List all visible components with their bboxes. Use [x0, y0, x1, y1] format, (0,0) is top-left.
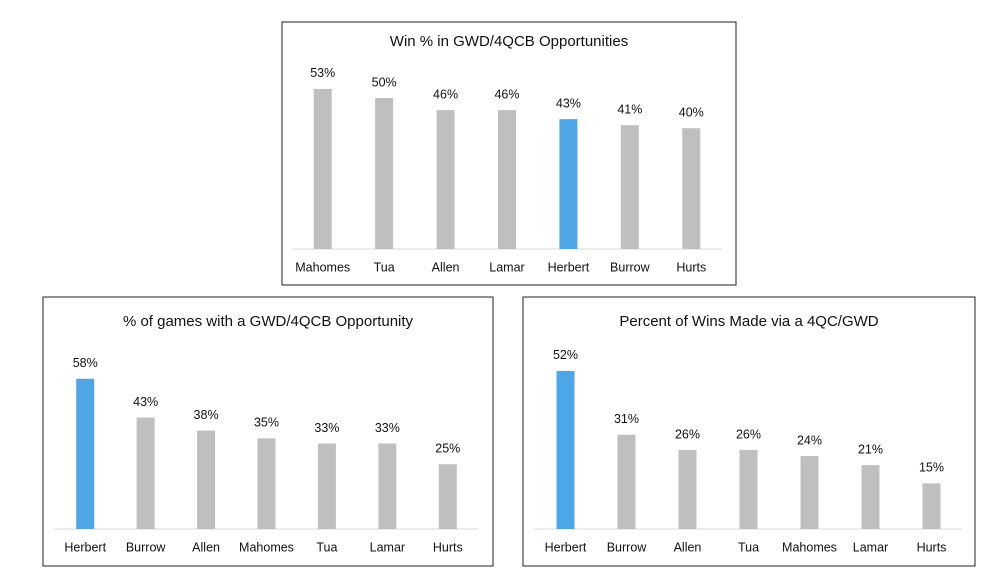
bar	[556, 370, 575, 529]
bar	[197, 430, 216, 529]
value-label: 26%	[736, 427, 761, 441]
bar	[617, 434, 636, 529]
value-label: 33%	[375, 421, 400, 435]
bar	[682, 128, 701, 249]
x-tick-label: Lamar	[853, 540, 888, 554]
x-tick-label: Lamar	[370, 540, 405, 554]
chart-title: % of games with a GWD/4QCB Opportunity	[123, 313, 414, 330]
value-label: 43%	[556, 96, 581, 110]
bar	[559, 119, 578, 249]
value-label: 50%	[372, 75, 397, 89]
bar	[922, 483, 941, 529]
chart-title: Win % in GWD/4QCB Opportunities	[390, 33, 628, 50]
bar	[678, 449, 697, 529]
bar	[620, 125, 639, 249]
value-label: 53%	[310, 66, 335, 80]
x-tick-label: Hurts	[433, 540, 463, 554]
x-tick-label: Allen	[432, 260, 460, 274]
value-label: 21%	[858, 442, 883, 456]
value-label: 35%	[254, 416, 279, 430]
bar	[436, 110, 455, 249]
value-label: 38%	[194, 408, 219, 422]
x-tick-label: Herbert	[548, 260, 590, 274]
x-tick-label: Allen	[192, 540, 220, 554]
x-tick-label: Hurts	[676, 260, 706, 274]
x-tick-label: Mahomes	[295, 260, 350, 274]
value-label: 40%	[679, 105, 704, 119]
value-label: 46%	[433, 87, 458, 101]
bar	[498, 110, 516, 249]
chart-title: Percent of Wins Made via a 4QC/GWD	[619, 313, 878, 330]
value-label: 25%	[435, 442, 460, 456]
x-tick-label: Tua	[738, 540, 759, 554]
x-tick-label: Burrow	[126, 540, 167, 554]
x-tick-label: Tua	[316, 540, 337, 554]
bar	[800, 456, 819, 529]
value-label: 33%	[314, 421, 339, 435]
bar	[136, 417, 155, 529]
x-tick-label: Burrow	[607, 540, 648, 554]
x-tick-label: Herbert	[545, 540, 587, 554]
bar	[313, 88, 332, 249]
bar	[861, 465, 880, 529]
value-label: 41%	[617, 102, 642, 116]
value-label: 43%	[133, 395, 158, 409]
value-label: 24%	[797, 433, 822, 447]
bar	[375, 98, 394, 249]
bar	[378, 443, 397, 529]
x-tick-label: Hurts	[917, 540, 947, 554]
value-label: 52%	[553, 348, 578, 362]
bar	[739, 449, 758, 529]
value-label: 46%	[494, 87, 519, 101]
value-label: 31%	[614, 412, 639, 426]
x-tick-label: Lamar	[489, 260, 524, 274]
value-label: 58%	[73, 356, 98, 370]
bar	[257, 438, 276, 529]
x-tick-label: Mahomes	[782, 540, 837, 554]
value-label: 26%	[675, 427, 700, 441]
x-tick-label: Mahomes	[239, 540, 294, 554]
bar	[438, 464, 457, 529]
bar	[317, 443, 336, 529]
bar	[76, 378, 95, 529]
x-tick-label: Herbert	[64, 540, 106, 554]
value-label: 15%	[919, 461, 944, 475]
x-tick-label: Allen	[674, 540, 702, 554]
x-tick-label: Burrow	[610, 260, 651, 274]
x-tick-label: Tua	[374, 260, 395, 274]
